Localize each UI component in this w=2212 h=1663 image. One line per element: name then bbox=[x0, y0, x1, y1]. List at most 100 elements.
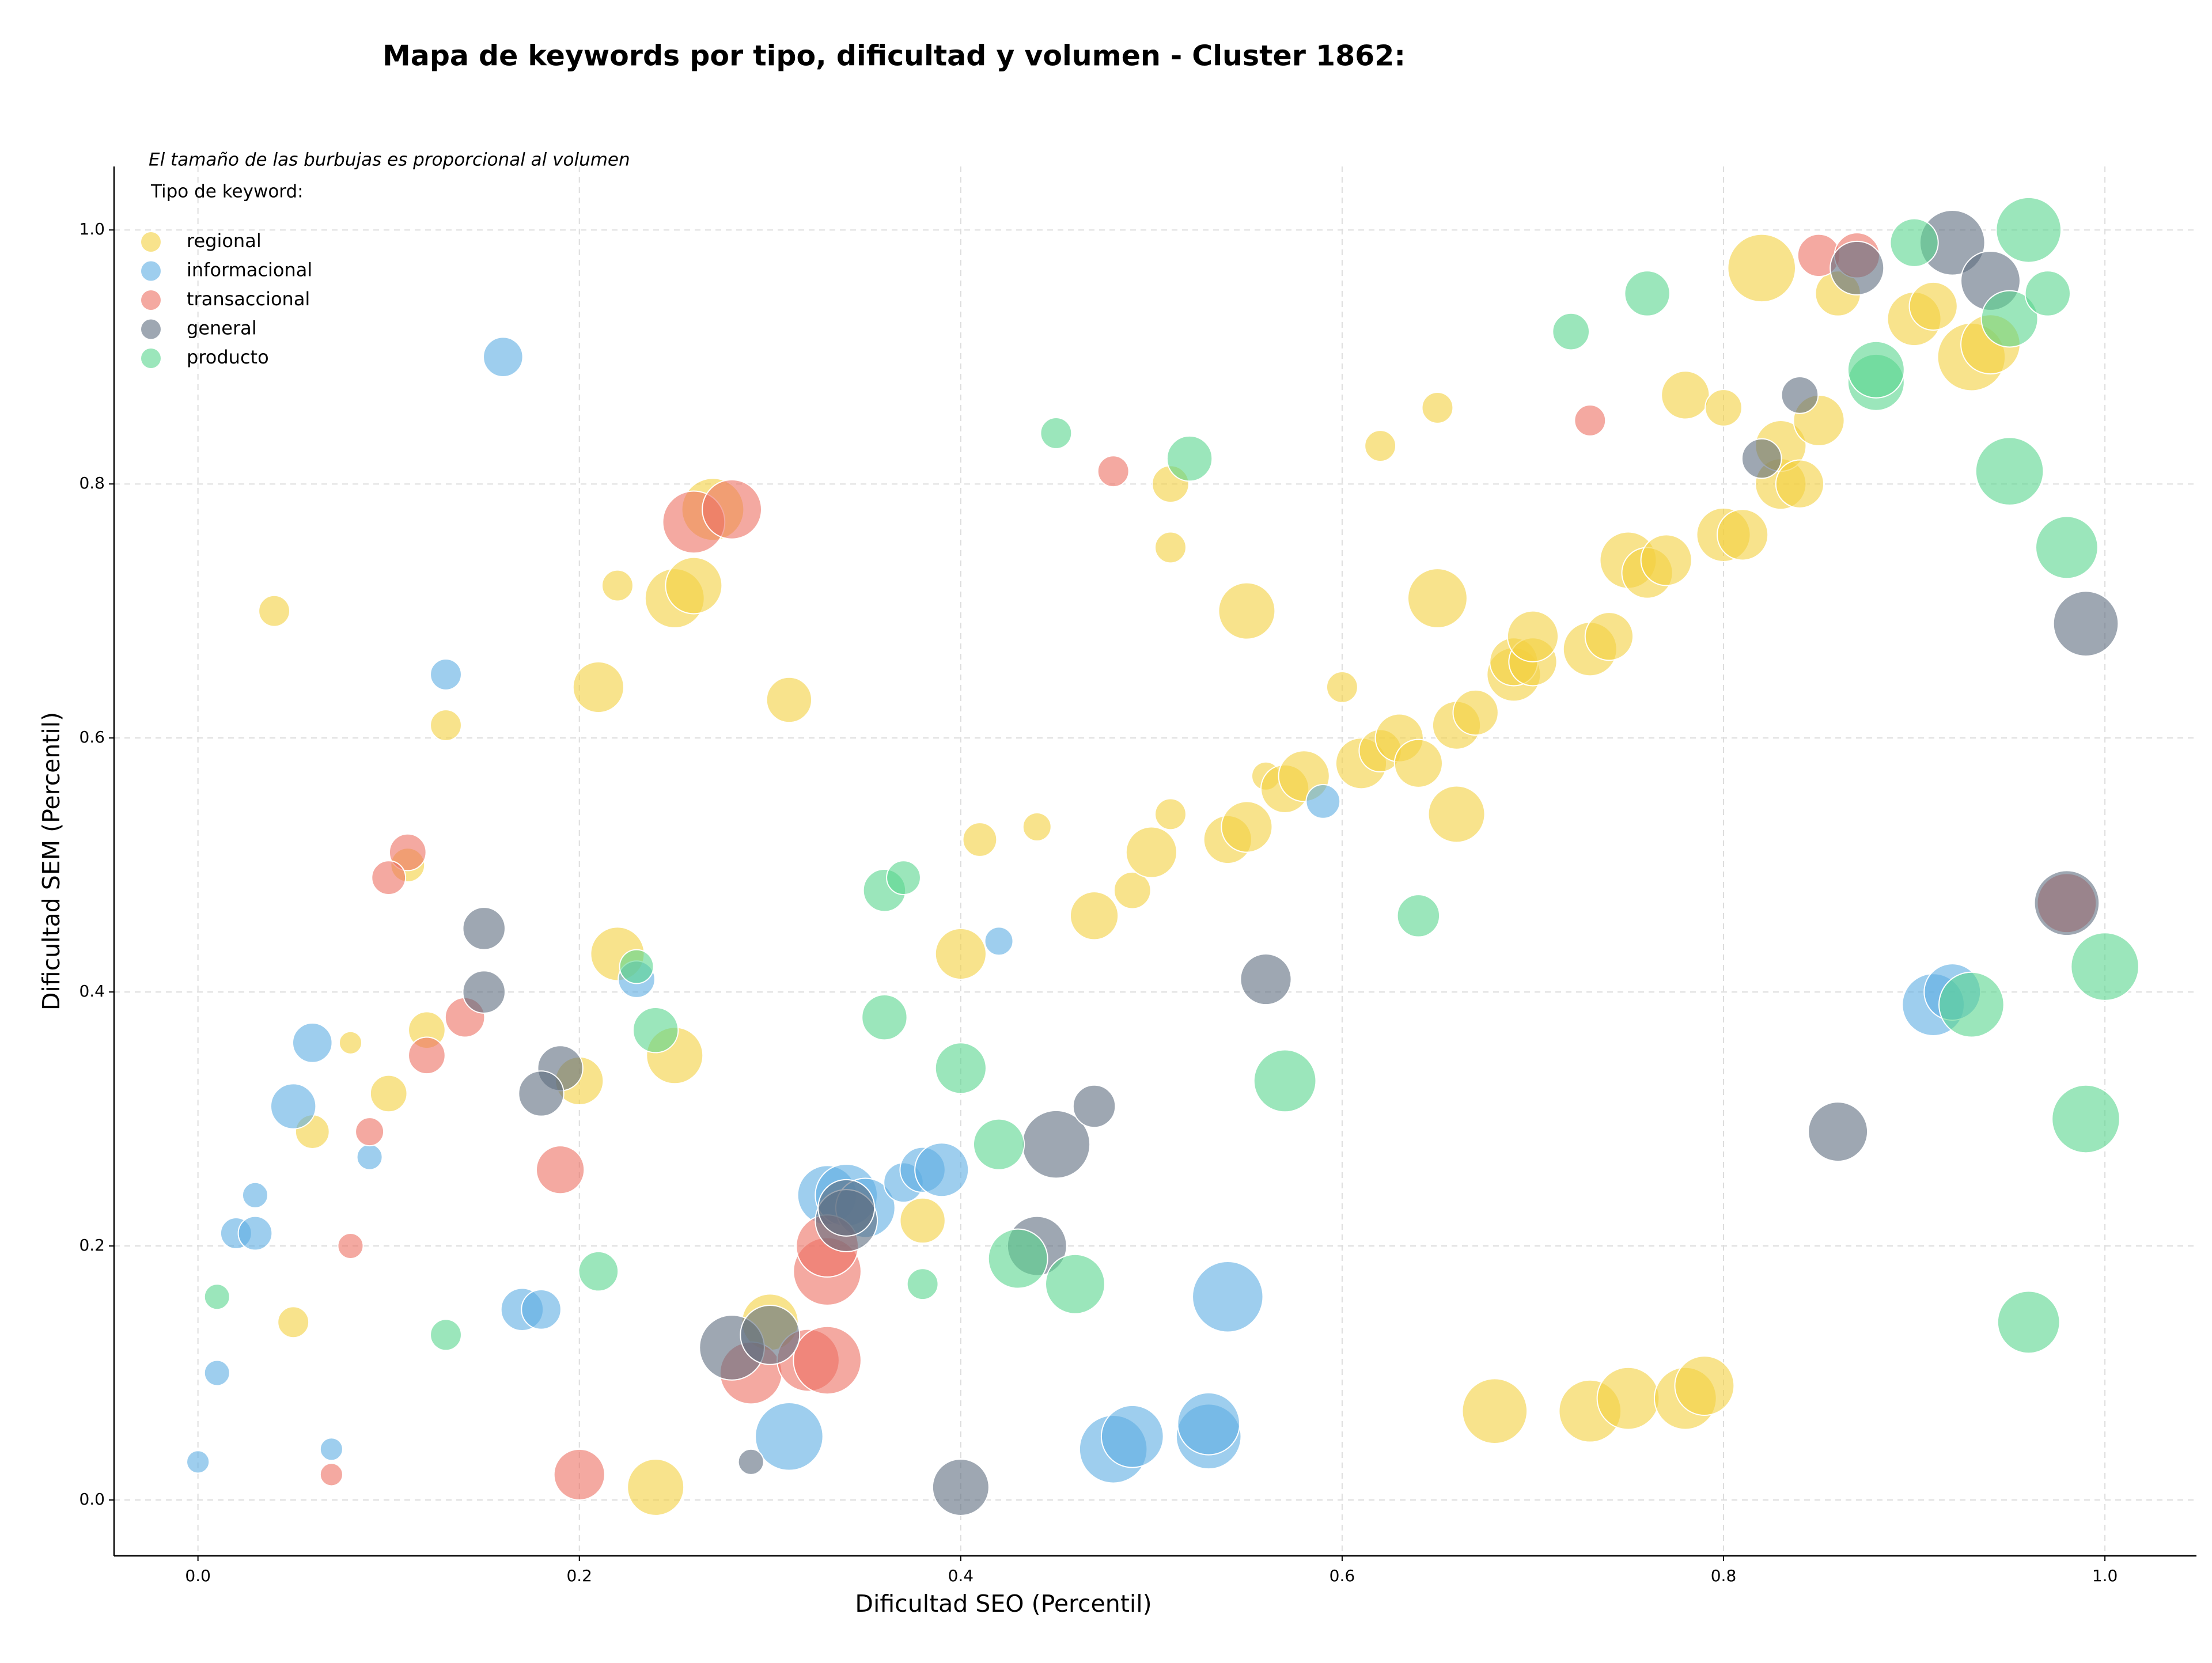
x-tick-label: 0.2 bbox=[566, 1566, 592, 1585]
bubble bbox=[627, 1458, 685, 1516]
bubble bbox=[291, 1022, 333, 1063]
bubble bbox=[2070, 932, 2139, 1001]
bubble bbox=[1166, 435, 1213, 482]
x-tick-label: 0.8 bbox=[1711, 1566, 1737, 1585]
bubble bbox=[1705, 389, 1743, 427]
bubble bbox=[1113, 871, 1152, 910]
bubble bbox=[1781, 376, 1819, 414]
bubble bbox=[886, 860, 921, 896]
bubble bbox=[914, 1142, 969, 1198]
bubble bbox=[337, 1232, 364, 1260]
y-tick-label: 0.4 bbox=[79, 982, 105, 1001]
legend-marker bbox=[141, 348, 161, 368]
bubble bbox=[270, 1083, 317, 1130]
bubble bbox=[934, 1042, 987, 1094]
bubble bbox=[1072, 1084, 1116, 1128]
bubble bbox=[277, 1306, 310, 1339]
x-axis-label: Dificultad SEO (Percentil) bbox=[855, 1590, 1152, 1617]
bubble bbox=[2035, 516, 2099, 579]
bubble bbox=[1393, 738, 1443, 788]
bubble bbox=[1045, 1253, 1105, 1315]
bubble bbox=[1552, 312, 1590, 351]
bubble bbox=[1741, 438, 1782, 479]
legend-marker bbox=[141, 290, 161, 310]
bubble bbox=[408, 1036, 446, 1075]
bubble bbox=[1506, 610, 1559, 662]
legend-title: Tipo de keyword: bbox=[150, 181, 304, 202]
bubble bbox=[1069, 891, 1119, 941]
bubble bbox=[430, 658, 462, 691]
bubble bbox=[1427, 785, 1486, 843]
bubble bbox=[601, 569, 634, 602]
bubble bbox=[2024, 270, 2071, 317]
bubble bbox=[1997, 1290, 2061, 1354]
bubble bbox=[203, 1283, 230, 1310]
bubble bbox=[1717, 509, 1769, 561]
bubble bbox=[1574, 404, 1607, 437]
bubble bbox=[355, 1117, 385, 1147]
x-tick-label: 0.4 bbox=[948, 1566, 974, 1585]
bubble bbox=[521, 1289, 562, 1330]
bubble bbox=[737, 1448, 764, 1475]
bubble bbox=[972, 1118, 1025, 1170]
bubble bbox=[1661, 370, 1710, 420]
x-tick-label: 1.0 bbox=[2092, 1566, 2118, 1585]
bubble bbox=[766, 676, 813, 723]
bubble bbox=[1305, 783, 1341, 819]
bubble bbox=[258, 594, 291, 627]
y-tick-label: 1.0 bbox=[79, 219, 105, 238]
bubble bbox=[462, 970, 506, 1014]
legend-label: transaccional bbox=[187, 288, 310, 310]
bubble bbox=[1364, 430, 1397, 462]
bubble bbox=[1022, 812, 1052, 842]
bubble bbox=[572, 661, 624, 714]
bubble bbox=[1218, 582, 1276, 640]
bubble bbox=[1240, 953, 1292, 1006]
bubble bbox=[1596, 1366, 1660, 1430]
bubble bbox=[817, 1179, 876, 1237]
bubble bbox=[899, 1197, 946, 1244]
bubble bbox=[462, 907, 506, 950]
y-tick-label: 0.0 bbox=[79, 1490, 105, 1509]
legend-marker bbox=[141, 319, 161, 339]
bubble bbox=[319, 1463, 343, 1487]
bubble bbox=[1908, 281, 1958, 331]
bubble bbox=[241, 1181, 269, 1209]
bubble bbox=[1154, 531, 1187, 564]
bubble bbox=[1125, 826, 1177, 878]
annotation: El tamaño de las burbujas es proporciona… bbox=[149, 150, 630, 171]
bubble bbox=[1938, 971, 2005, 1038]
bubble bbox=[2033, 870, 2100, 937]
bubble bbox=[987, 1228, 1048, 1289]
y-tick-label: 0.8 bbox=[79, 473, 105, 493]
bubble bbox=[1980, 290, 2039, 348]
x-tick-label: 0.0 bbox=[185, 1566, 211, 1585]
bubble bbox=[430, 1319, 462, 1351]
bubble bbox=[1154, 798, 1187, 831]
bubble bbox=[755, 1401, 824, 1471]
bubble bbox=[2052, 590, 2119, 657]
bubble bbox=[536, 1145, 585, 1195]
bubble bbox=[1407, 568, 1468, 629]
legend-label: general bbox=[187, 317, 257, 339]
bubble bbox=[371, 860, 407, 896]
bubble bbox=[578, 1251, 619, 1292]
bubbles bbox=[186, 196, 2139, 1516]
bubble bbox=[1624, 270, 1671, 317]
bubble bbox=[906, 1268, 939, 1301]
bubble bbox=[1097, 455, 1130, 488]
legend-marker bbox=[141, 232, 161, 252]
bubble bbox=[237, 1215, 273, 1251]
legend-label: informacional bbox=[187, 259, 312, 281]
legend-label: regional bbox=[187, 230, 262, 252]
bubble bbox=[1975, 437, 2044, 506]
bubble bbox=[793, 1325, 862, 1395]
bubble bbox=[1325, 671, 1358, 703]
y-tick-label: 0.2 bbox=[79, 1236, 105, 1255]
bubble bbox=[1253, 1049, 1317, 1113]
legend-label: producto bbox=[187, 346, 269, 368]
bubble bbox=[861, 994, 908, 1041]
bubble bbox=[186, 1450, 210, 1474]
bubble bbox=[931, 1458, 990, 1516]
